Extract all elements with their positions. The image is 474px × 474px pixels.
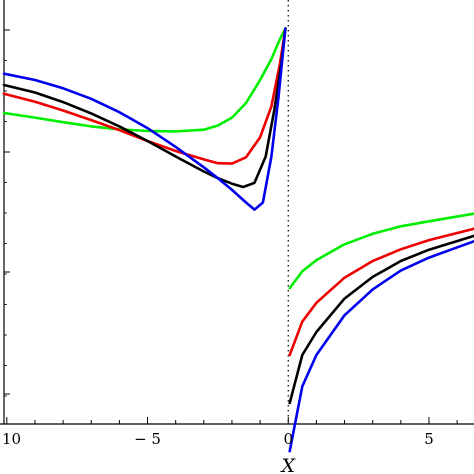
x-tick-label: 5 [424,430,434,448]
plot-frame [0,0,474,425]
x-axis [6,417,458,424]
series-layer [2,27,474,453]
series-1-left-branch [2,27,287,133]
series-3-left-branch [2,27,287,189]
y-axis-ticks [4,29,10,397]
series-2-right-branch [288,227,474,357]
series-4-left-branch [2,27,287,211]
x-tick-label: − 5 [134,430,161,448]
x-tick-labels: 10 − 5 0 5 [2,430,434,448]
x-tick-label: 0 [283,430,293,448]
series-1-right-branch [288,212,474,290]
series-3-right-branch [288,234,474,405]
series-4-right-branch [288,240,474,453]
x-tick-label: 10 [2,430,21,448]
series-2-left-branch [2,27,287,165]
x-axis-label: X [279,455,296,474]
